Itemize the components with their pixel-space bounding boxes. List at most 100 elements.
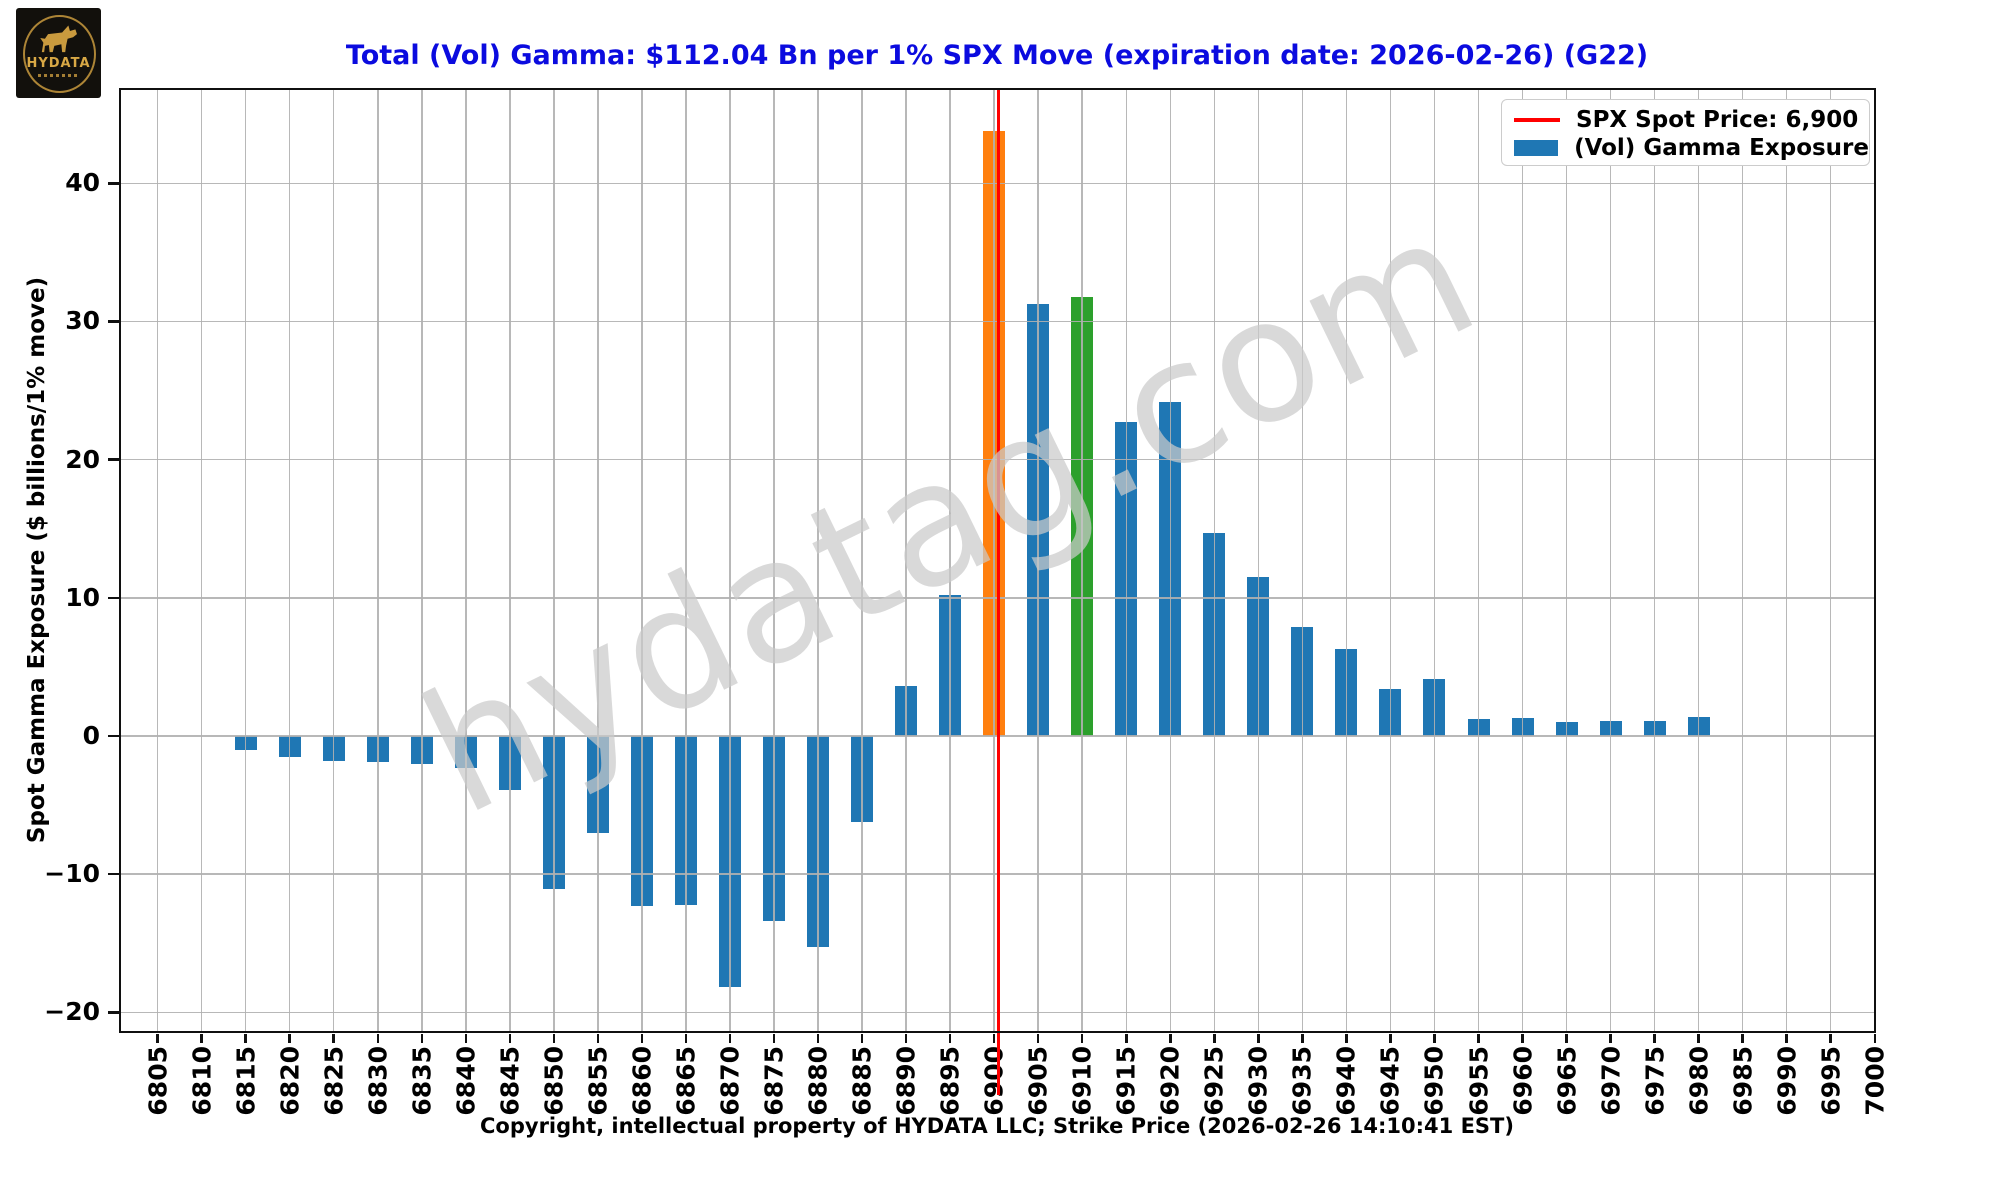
x-tickmark-6975 [1653, 1034, 1656, 1043]
y-tick-label--10: −10 [44, 859, 100, 889]
gridline-x-6995 [1829, 88, 1832, 1033]
gridline-x-6945 [1389, 88, 1392, 1033]
x-tickmark-6960 [1521, 1034, 1524, 1043]
gridline-x-6865 [685, 88, 687, 1033]
x-tick-label-6845: 6845 [495, 1046, 525, 1116]
x-tickmark-6945 [1389, 1034, 1392, 1043]
x-tick-label-6895: 6895 [935, 1046, 965, 1116]
gridline-x-6840 [465, 88, 467, 1033]
x-tickmark-6875 [772, 1034, 776, 1043]
x-tick-label-6865: 6865 [671, 1046, 701, 1116]
x-tickmark-6985 [1741, 1034, 1744, 1043]
y-tickmark-40 [108, 182, 119, 185]
x-tickmark-6990 [1785, 1034, 1788, 1043]
x-tickmark-6835 [420, 1034, 424, 1043]
x-tickmark-6915 [1125, 1034, 1128, 1043]
x-tick-label-6880: 6880 [803, 1046, 833, 1116]
x-tickmark-6840 [464, 1034, 468, 1043]
gridline-x-6860 [641, 88, 643, 1033]
gridline-x-6975 [1653, 88, 1656, 1033]
gridline-x-6850 [553, 88, 555, 1033]
x-tickmark-6920 [1169, 1034, 1172, 1043]
x-tick-label-6980: 6980 [1684, 1046, 1714, 1116]
y-tickmark--10 [108, 872, 119, 876]
x-tickmark-6880 [816, 1034, 820, 1043]
x-tickmark-6895 [948, 1034, 952, 1043]
x-tickmark-6845 [508, 1034, 512, 1043]
legend-line-swatch [1514, 118, 1560, 122]
x-tick-label-6930: 6930 [1243, 1046, 1273, 1116]
gridline-x-6855 [597, 88, 599, 1033]
x-tickmark-6980 [1697, 1034, 1700, 1043]
gridline-x-7000 [1874, 88, 1876, 1033]
x-tick-label-6945: 6945 [1375, 1046, 1405, 1116]
legend-label-gamma: (Vol) Gamma Exposure [1574, 135, 1869, 161]
y-tick-label-20: 20 [65, 444, 100, 474]
x-tickmark-6955 [1477, 1034, 1480, 1043]
y-tickmark-10 [108, 596, 119, 600]
x-tickmark-6855 [596, 1034, 600, 1043]
x-tickmark-6935 [1301, 1034, 1304, 1043]
x-tick-label-6860: 6860 [627, 1046, 657, 1116]
gridline-x-6940 [1345, 88, 1348, 1033]
x-tick-label-6995: 6995 [1816, 1046, 1846, 1116]
y-axis-label: Spot Gamma Exposure ($ billions/1% move) [24, 276, 50, 844]
gridline-x-6805 [156, 88, 159, 1033]
x-tick-label-6805: 6805 [143, 1046, 173, 1116]
gridline-x-6915 [1125, 88, 1127, 1033]
gridline-x-6965 [1565, 88, 1568, 1033]
x-tickmark-6810 [200, 1034, 203, 1043]
gridline-x-6980 [1697, 88, 1700, 1033]
logo-ring [23, 15, 96, 93]
x-tick-label-6985: 6985 [1728, 1046, 1758, 1116]
gridline-x-6895 [949, 88, 951, 1033]
gridline-x-6885 [861, 88, 863, 1033]
x-tick-label-6840: 6840 [451, 1046, 481, 1116]
x-tickmark-6970 [1609, 1034, 1612, 1043]
gridline-x-6905 [1037, 88, 1039, 1033]
x-tickmark-6865 [684, 1034, 688, 1043]
x-tick-label-6850: 6850 [539, 1046, 569, 1116]
x-tick-label-6820: 6820 [275, 1046, 305, 1116]
gridline-x-6835 [421, 88, 423, 1033]
x-tickmark-6860 [640, 1034, 644, 1043]
x-tickmark-6965 [1565, 1034, 1568, 1043]
brand-logo: HYDATA [16, 8, 101, 98]
y-tick-label-40: 40 [65, 168, 100, 198]
x-tick-label-6975: 6975 [1640, 1046, 1670, 1116]
gridline-x-6955 [1477, 88, 1480, 1033]
x-tick-label-6870: 6870 [715, 1046, 745, 1116]
x-tick-label-6920: 6920 [1155, 1046, 1185, 1116]
legend-row-gamma: (Vol) Gamma Exposure [1514, 134, 1869, 162]
legend-row-spot: SPX Spot Price: 6,900 [1514, 106, 1869, 134]
x-tickmark-6995 [1829, 1034, 1832, 1043]
gridline-x-6935 [1301, 88, 1304, 1033]
x-tick-label-6935: 6935 [1287, 1046, 1317, 1116]
chart-title: Total (Vol) Gamma: $112.04 Bn per 1% SPX… [345, 40, 1649, 71]
gridline-x-6970 [1609, 88, 1612, 1033]
gridline-x-6985 [1741, 88, 1744, 1033]
y-tickmark-0 [108, 734, 119, 738]
x-tickmark-6870 [728, 1034, 732, 1043]
x-tickmark-6940 [1345, 1034, 1348, 1043]
x-tick-label-6960: 6960 [1508, 1046, 1538, 1116]
caption: Copyright, intellectual property of HYDA… [480, 1114, 1514, 1138]
x-tick-label-7000: 7000 [1860, 1046, 1890, 1116]
gridline-x-6890 [905, 88, 907, 1033]
x-tick-label-6835: 6835 [407, 1046, 437, 1116]
y-tickmark-20 [108, 458, 119, 461]
x-tickmark-7000 [1873, 1034, 1877, 1043]
logo-subtext [38, 74, 80, 77]
gridline-x-6825 [332, 88, 335, 1033]
gridline-x-6950 [1433, 88, 1436, 1033]
gridline-x-6880 [817, 88, 819, 1033]
logo-brand-text: HYDATA [26, 56, 91, 71]
x-tick-label-6950: 6950 [1419, 1046, 1449, 1116]
x-tick-label-6965: 6965 [1552, 1046, 1582, 1116]
x-tick-label-6825: 6825 [319, 1046, 349, 1116]
y-tickmark--20 [108, 1011, 119, 1014]
x-tickmark-6905 [1036, 1034, 1040, 1043]
x-tickmark-6950 [1433, 1034, 1436, 1043]
gridline-x-6815 [244, 88, 247, 1033]
